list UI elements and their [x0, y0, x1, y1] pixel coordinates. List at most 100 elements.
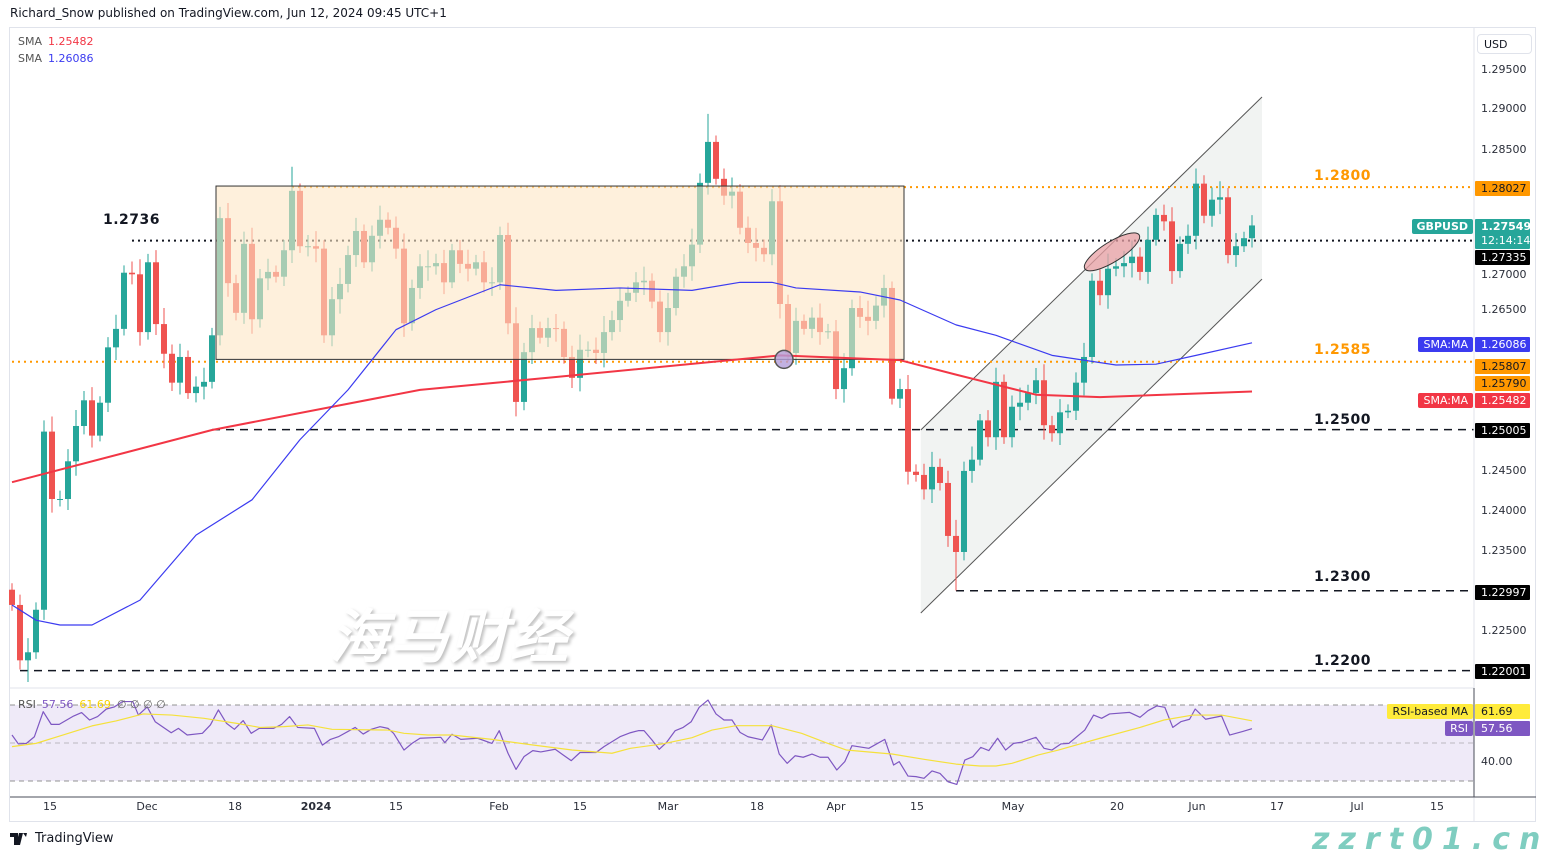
level-price-tag: 1.25005	[1475, 423, 1530, 438]
candle	[1081, 342, 1087, 396]
rsi-ma-price-tag: 61.69	[1475, 704, 1530, 719]
bar-countdown: 12:14:14	[1481, 234, 1531, 247]
tradingview-logo-icon	[10, 832, 27, 845]
candle-body	[1217, 197, 1223, 200]
price-tick: 1.23500	[1481, 544, 1527, 557]
candle-body	[1169, 221, 1175, 272]
candle-body	[1201, 183, 1207, 216]
candle-body	[713, 141, 719, 179]
candle	[193, 376, 199, 403]
candle-body	[569, 356, 575, 378]
candle-body	[1089, 280, 1095, 357]
candle-body	[49, 431, 55, 500]
candle	[25, 638, 31, 682]
candle-body	[1145, 239, 1151, 272]
rsi-legend[interactable]: RSI 57.56 61.69 ∅ ∅ ∅ ∅	[18, 698, 166, 711]
candle-body	[985, 420, 991, 438]
candle	[1225, 187, 1231, 264]
sma-blue-price-tag: 1.26086	[1475, 337, 1530, 352]
candle-body	[177, 356, 183, 383]
time-axis-label: 15	[43, 800, 57, 813]
sma-legend-label: SMA	[18, 52, 42, 65]
candle-body	[897, 389, 903, 399]
rsi-legend-value: 57.56	[41, 698, 74, 711]
candle-body	[1001, 381, 1007, 438]
rsi-tag: RSI	[1445, 721, 1473, 736]
level-label[interactable]: 1.2200	[1314, 653, 1372, 669]
candle	[977, 413, 983, 466]
candle	[49, 416, 55, 513]
sma-legend-label: SMA	[18, 35, 42, 48]
candle-body	[945, 482, 951, 536]
candle-body	[1137, 256, 1143, 272]
candle	[1137, 247, 1143, 281]
level-label[interactable]: 1.2585	[1314, 342, 1372, 358]
chart-frame	[9, 27, 1536, 822]
candle-body	[121, 272, 127, 329]
candle	[1057, 399, 1063, 446]
rsi-legend-label: RSI	[18, 698, 36, 711]
candle	[713, 135, 719, 185]
level-label[interactable]: 1.2800	[1314, 168, 1372, 184]
level-label[interactable]: 1.2736	[103, 212, 161, 228]
candle	[1169, 207, 1175, 284]
candle	[1041, 364, 1047, 440]
candle-body	[1161, 214, 1167, 222]
candle	[1241, 231, 1247, 253]
time-axis-label: 18	[750, 800, 764, 813]
level-price-tag: 1.25807	[1475, 359, 1530, 374]
price-tick: 1.27000	[1481, 268, 1527, 281]
candle-body	[1185, 235, 1191, 244]
candle-body	[73, 425, 79, 462]
candle-body	[1041, 380, 1047, 426]
sma-legend-blue[interactable]: SMA 1.26086	[18, 52, 94, 65]
candle-body	[1153, 214, 1159, 240]
candle	[1161, 204, 1167, 231]
last-price-tag: 1.27549 12:14:14	[1475, 219, 1531, 249]
candle-body	[145, 262, 151, 333]
tradingview-logo[interactable]: TradingView	[10, 831, 114, 846]
candle	[177, 343, 183, 395]
level-price-tag: 1.27335	[1475, 250, 1530, 265]
currency-button[interactable]: USD	[1477, 34, 1532, 54]
price-tick: 1.29500	[1481, 63, 1527, 76]
rsi-legend-empty-values: ∅ ∅ ∅ ∅	[116, 698, 166, 711]
candle	[41, 420, 47, 620]
time-axis-label: Feb	[489, 800, 509, 813]
candle	[1249, 215, 1255, 248]
candle-body	[1233, 246, 1239, 256]
candle	[121, 265, 127, 336]
sma-red-price-tag: 1.25482	[1475, 393, 1530, 408]
candle	[161, 308, 167, 369]
candle-body	[1121, 263, 1127, 267]
sma-legend-value: 1.26086	[48, 52, 94, 65]
candle-body	[89, 400, 95, 436]
candle-body	[1209, 199, 1215, 216]
candle	[905, 374, 911, 485]
candle	[89, 387, 95, 448]
candle	[985, 410, 991, 447]
level-label[interactable]: 1.2500	[1314, 412, 1372, 428]
candle-body	[65, 461, 71, 500]
level-label[interactable]: 1.2300	[1314, 569, 1372, 585]
candle	[929, 451, 935, 503]
candle-body	[969, 459, 975, 471]
channel-lower-line	[920, 278, 1263, 614]
sma-blue-line	[11, 281, 1253, 626]
candle	[97, 396, 103, 442]
candle	[1209, 187, 1215, 227]
candle	[921, 463, 927, 500]
candle	[937, 458, 943, 491]
time-axis-label: Mar	[657, 800, 679, 813]
candle	[1177, 236, 1183, 278]
candle-body	[9, 589, 15, 605]
candle-body	[1193, 183, 1199, 236]
candle-body	[17, 604, 23, 661]
sma-legend-red[interactable]: SMA 1.25482	[18, 35, 94, 48]
candle-body	[193, 386, 199, 394]
rsi-tick: 40.00	[1481, 755, 1513, 768]
candle-body	[521, 352, 527, 402]
candle-body	[209, 335, 215, 382]
price-tick: 1.24000	[1481, 504, 1527, 517]
